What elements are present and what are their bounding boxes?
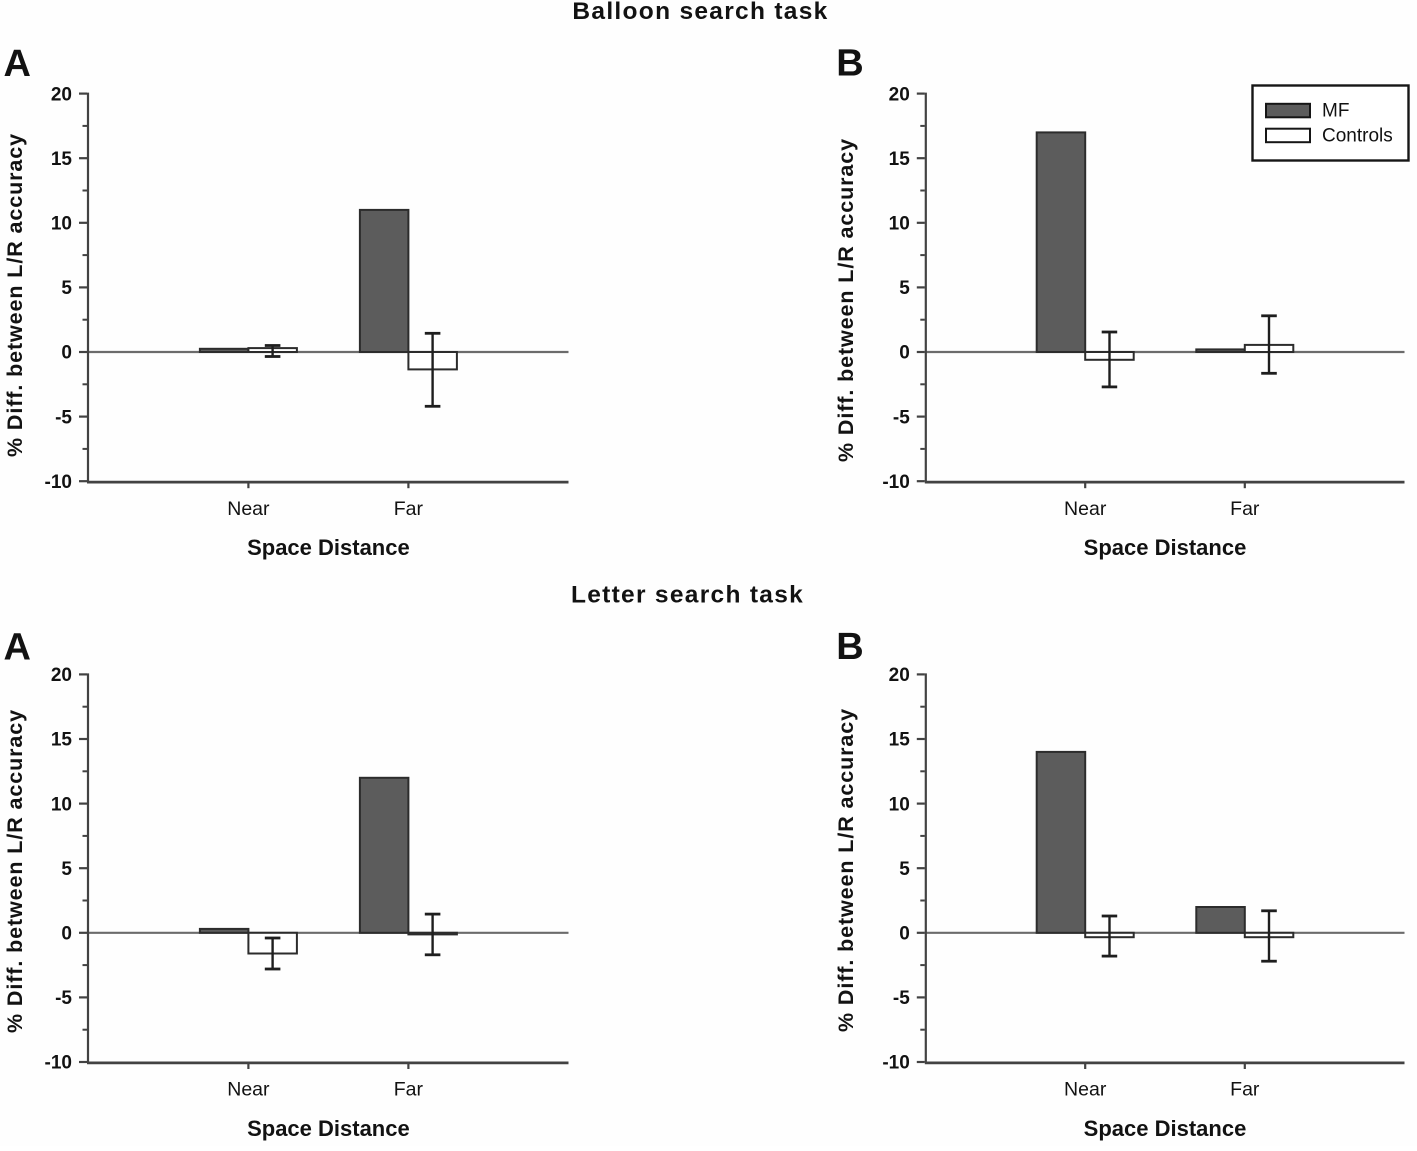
svg-text:Space Distance: Space Distance xyxy=(247,535,410,560)
svg-text:5: 5 xyxy=(899,278,910,299)
svg-text:10: 10 xyxy=(51,794,72,815)
svg-text:-10: -10 xyxy=(45,1053,72,1074)
svg-text:0: 0 xyxy=(61,924,72,945)
svg-text:-5: -5 xyxy=(55,988,72,1009)
svg-text:Far: Far xyxy=(394,1079,424,1101)
svg-text:A: A xyxy=(4,626,31,668)
svg-text:10: 10 xyxy=(889,794,910,815)
svg-text:-10: -10 xyxy=(45,472,72,493)
svg-text:10: 10 xyxy=(51,214,72,235)
svg-text:Far: Far xyxy=(1230,1079,1260,1101)
svg-text:A: A xyxy=(4,43,31,85)
svg-text:% Diff. between L/R accuracy: % Diff. between L/R accuracy xyxy=(834,138,858,462)
svg-text:Near: Near xyxy=(1064,1079,1107,1101)
svg-text:20: 20 xyxy=(889,84,910,105)
svg-text:B: B xyxy=(836,626,863,668)
svg-text:Controls: Controls xyxy=(1322,126,1393,147)
svg-text:0: 0 xyxy=(899,924,910,945)
svg-text:B: B xyxy=(836,43,863,85)
svg-text:15: 15 xyxy=(51,730,73,751)
svg-text:Far: Far xyxy=(1230,498,1260,520)
svg-text:0: 0 xyxy=(61,343,72,364)
svg-text:Space Distance: Space Distance xyxy=(1084,1116,1247,1141)
svg-text:% Diff. between L/R accuracy: % Diff. between L/R accuracy xyxy=(3,709,27,1033)
svg-text:10: 10 xyxy=(889,214,910,235)
svg-text:-10: -10 xyxy=(882,1053,909,1074)
svg-text:MF: MF xyxy=(1322,101,1349,122)
svg-text:0: 0 xyxy=(899,343,910,364)
svg-text:20: 20 xyxy=(889,665,910,686)
svg-text:Near: Near xyxy=(1064,498,1107,520)
svg-text:-5: -5 xyxy=(893,988,910,1009)
svg-text:% Diff. between L/R accuracy: % Diff. between L/R accuracy xyxy=(834,708,858,1032)
svg-text:Near: Near xyxy=(227,498,270,520)
svg-text:Far: Far xyxy=(394,498,424,520)
svg-text:20: 20 xyxy=(51,84,72,105)
svg-text:Space Distance: Space Distance xyxy=(1084,535,1247,560)
svg-text:Letter search task: Letter search task xyxy=(571,581,804,608)
svg-text:5: 5 xyxy=(899,859,910,880)
svg-text:-10: -10 xyxy=(882,472,909,493)
svg-text:5: 5 xyxy=(61,859,72,880)
svg-text:Near: Near xyxy=(227,1079,270,1101)
svg-text:Space Distance: Space Distance xyxy=(247,1116,410,1141)
svg-text:15: 15 xyxy=(51,149,73,170)
svg-text:20: 20 xyxy=(51,665,72,686)
svg-text:15: 15 xyxy=(889,149,911,170)
svg-text:5: 5 xyxy=(61,278,72,299)
svg-text:-5: -5 xyxy=(55,407,72,428)
svg-text:15: 15 xyxy=(889,730,911,751)
svg-text:Balloon search task: Balloon search task xyxy=(572,0,828,25)
svg-text:% Diff. between L/R accuracy: % Diff. between L/R accuracy xyxy=(3,133,27,457)
svg-text:-5: -5 xyxy=(893,407,910,428)
